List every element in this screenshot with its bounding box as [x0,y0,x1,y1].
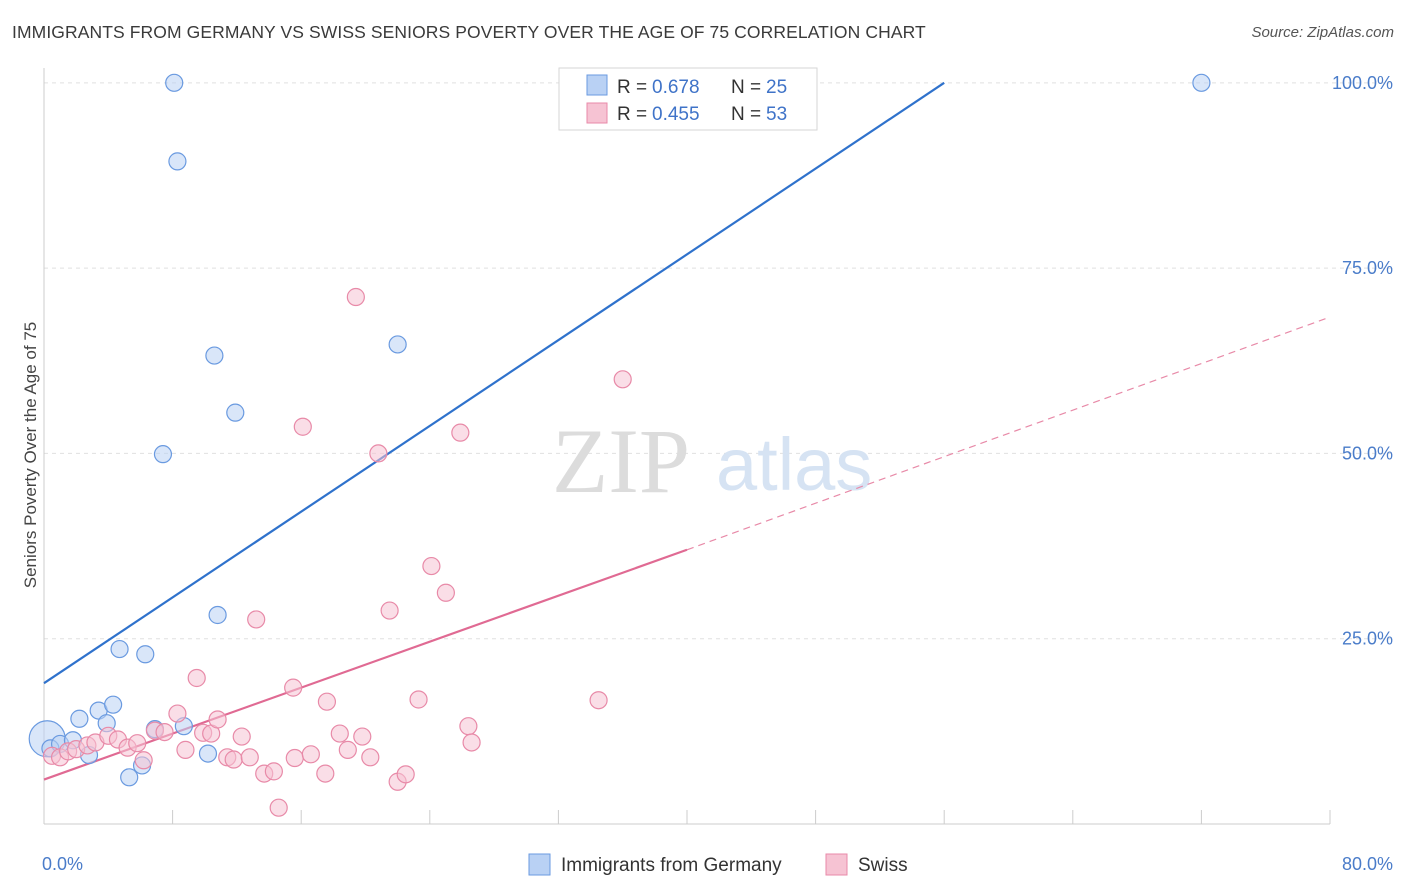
swiss-point-44 [436,583,455,602]
germany-point-21 [226,403,245,422]
swiss-point-33 [330,724,349,743]
germany-point-12 [136,645,155,664]
legend-n-value-swiss: 53 [766,104,787,125]
swiss-point-27 [284,678,303,697]
germany-point-4 [70,709,89,728]
bottom-legend: Immigrants from Germany Swiss [528,853,908,876]
germany-point-24 [1192,73,1211,92]
trendline-swiss [43,548,688,781]
germany-point-10 [120,768,139,787]
swiss-point-38 [369,444,388,463]
germany-point-19 [205,346,224,365]
germany-point-16 [168,152,187,171]
swiss-point-47 [462,733,481,752]
swiss-point-39 [380,601,399,620]
swiss-point-43 [422,556,441,576]
germany-point-20 [208,605,227,625]
swiss-point-28 [285,748,304,768]
x-ticks [43,810,1331,824]
bottom-legend-swatch-swiss [825,853,848,876]
swiss-point-25 [264,762,283,781]
y-tick-label-1: 50.0% [1342,443,1393,463]
germany-point-8 [104,695,123,714]
trendline-germany [43,81,945,685]
swiss-point-37 [361,748,380,767]
legend-swatch-germany [586,74,608,96]
swiss-point-30 [301,745,320,764]
legend-n-label-swiss: N = [731,104,761,125]
swiss-point-18 [208,710,227,729]
swiss-point-15 [187,668,206,688]
swiss-point-41 [396,765,415,784]
swiss-point-26 [269,798,288,817]
swiss-point-32 [317,692,337,711]
watermark: ZIP atlas [552,410,872,512]
germany-point-9 [110,639,129,659]
swiss-point-48 [589,691,608,710]
swiss-point-9 [128,734,147,753]
swiss-point-31 [316,764,335,783]
y-tick-label-3: 100.0% [1332,73,1393,93]
swiss-point-35 [346,287,365,307]
trendline-swiss-extension [686,316,1331,551]
swiss-point-42 [409,690,428,709]
legend-r-label-germany: R = [617,77,647,98]
x-tick-label-0: 0.0% [42,854,83,874]
germany-point-18 [198,744,218,763]
bottom-legend-label-swiss: Swiss [858,855,908,876]
chart-source: Source: ZipAtlas.com [1251,24,1394,41]
legend-swatch-swiss [586,102,608,124]
swiss-point-49 [613,370,632,389]
swiss-point-22 [240,748,259,767]
swiss-point-29 [293,417,312,436]
swiss-point-21 [232,727,251,746]
germany-point-15 [165,73,184,92]
germany-point-22 [388,335,407,354]
legend-r-value-swiss: 0.455 [652,104,700,125]
x-tick-label-1: 80.0% [1342,854,1393,874]
gridlines [44,82,1392,640]
swiss-point-14 [176,740,195,759]
legend-r-value-germany: 0.678 [652,77,700,98]
watermark-atlas: atlas [716,423,872,506]
swiss-point-20 [224,750,243,769]
y-tick-label-2: 75.0% [1342,258,1393,278]
data-points [28,73,1211,817]
legend-r-label-swiss: R = [617,104,647,125]
trendlines [43,81,1331,781]
bottom-legend-label-germany: Immigrants from Germany [561,855,782,876]
swiss-point-10 [134,751,153,770]
swiss-point-23 [247,610,266,629]
legend: R = 0.678 N = 25 R = 0.455 N = 53 [558,67,818,131]
swiss-point-36 [353,727,372,746]
swiss-point-12 [155,722,174,742]
y-tick-label-0: 25.0% [1342,629,1393,649]
legend-n-value-germany: 25 [766,77,787,98]
chart-title: IMMIGRANTS FROM GERMANY VS SWISS SENIORS… [12,22,926,42]
swiss-point-13 [168,704,187,723]
bottom-legend-swatch-germany [528,853,551,876]
y-axis-title: Seniors Poverty Over the Age of 75 [21,322,40,588]
swiss-point-45 [451,423,470,442]
germany-point-14 [153,445,173,464]
x-tick-labels: 0.0% 80.0% [42,854,1393,874]
legend-n-label-germany: N = [731,77,761,98]
swiss-point-34 [338,740,357,759]
swiss-point-46 [459,717,478,736]
watermark-zip: ZIP [552,410,690,512]
y-tick-labels: 25.0% 50.0% 75.0% 100.0% [1332,73,1393,649]
